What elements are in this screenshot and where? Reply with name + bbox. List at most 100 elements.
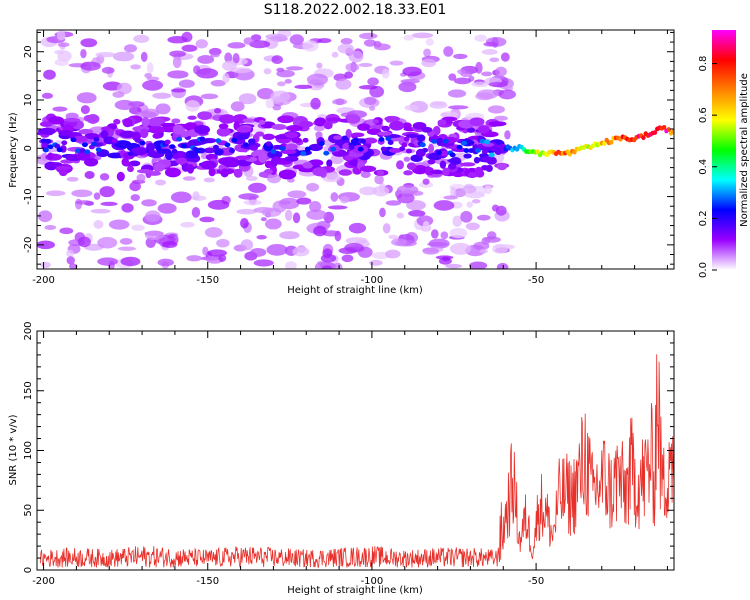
colorbar-tick-label: 0.4 — [698, 159, 709, 175]
noise-blob — [253, 259, 274, 267]
noise-blob — [248, 182, 267, 193]
ridge-point — [330, 146, 337, 152]
band-blob — [312, 167, 328, 177]
noise-blob — [488, 81, 508, 88]
noise-blob — [471, 81, 489, 87]
noise-blob — [382, 223, 391, 234]
noise-blob — [133, 34, 150, 43]
spectrogram-heatmap — [37, 30, 674, 269]
noise-blob — [136, 173, 146, 182]
ridge-point — [403, 136, 410, 142]
x-tick-label: -50 — [528, 576, 544, 587]
noise-blob — [181, 44, 198, 52]
noise-blob — [240, 239, 254, 251]
noise-blob — [344, 243, 364, 253]
noise-blob — [492, 243, 508, 254]
ridge-point — [84, 149, 91, 155]
ridge-point — [481, 149, 488, 155]
noise-blob — [130, 64, 141, 70]
noise-blob — [66, 176, 79, 182]
noise-blob — [330, 192, 339, 202]
noise-blob — [195, 39, 208, 49]
noise-blob — [59, 227, 74, 235]
noise-blob — [443, 195, 458, 200]
ridge-point — [47, 144, 54, 150]
ridge-point — [224, 142, 231, 148]
ridge-point — [127, 151, 134, 156]
noise-blob — [142, 79, 164, 91]
ridge-point — [431, 138, 438, 144]
band-blob — [326, 159, 333, 168]
noise-blob — [496, 262, 509, 269]
ridge-point — [102, 150, 109, 156]
band-blob — [58, 168, 68, 177]
noise-blob — [238, 93, 257, 105]
noise-blob — [340, 38, 353, 45]
noise-blob — [249, 248, 267, 257]
ridge-point — [401, 142, 408, 148]
noise-blob — [449, 227, 468, 239]
noise-blob — [460, 210, 473, 223]
band-blob — [285, 125, 304, 132]
noise-blob — [452, 215, 463, 227]
band-blob — [234, 155, 251, 161]
band-blob — [437, 119, 447, 126]
noise-blob — [313, 225, 327, 237]
noise-blob — [481, 237, 491, 245]
band-blob — [363, 137, 378, 144]
noise-blob — [265, 33, 287, 40]
noise-blob — [398, 81, 417, 93]
band-blob — [172, 124, 184, 135]
ridge-point — [461, 140, 468, 146]
noise-blob — [465, 222, 480, 231]
ridge-point — [300, 151, 307, 156]
noise-blob — [403, 34, 415, 41]
noise-blob — [191, 206, 201, 218]
band-blob — [338, 169, 352, 176]
noise-blob — [99, 173, 110, 181]
noise-blob — [360, 170, 371, 178]
x-tick-label: -150 — [196, 275, 219, 286]
band-blob — [421, 126, 433, 133]
colorbar-label: Normalized spectral amplitude — [739, 73, 750, 227]
noise-blob — [332, 262, 343, 269]
band-blob — [416, 134, 426, 142]
noise-blob — [421, 58, 437, 68]
noise-blob — [185, 100, 200, 112]
band-blob — [271, 124, 287, 130]
noise-blob — [406, 200, 426, 211]
noise-blob — [433, 200, 455, 211]
band-blob — [164, 167, 181, 178]
noise-blob — [192, 191, 200, 201]
y-tick-label: 50 — [23, 504, 34, 517]
noise-blob — [341, 254, 354, 263]
ridge-point — [602, 141, 607, 146]
band-blob — [428, 143, 435, 154]
band-blob — [496, 162, 508, 171]
ridge-point — [265, 141, 272, 147]
colorbar-tick-label: 0.0 — [698, 262, 709, 278]
ridge-point — [463, 148, 470, 153]
noise-blob — [474, 34, 487, 42]
band-blob — [494, 147, 502, 156]
ridge-point — [360, 138, 367, 144]
noise-blob — [204, 227, 223, 238]
noise-blob — [428, 238, 450, 249]
noise-blob — [310, 97, 321, 110]
ridge-point — [666, 127, 671, 132]
ridge-point — [341, 135, 348, 141]
ridge-point — [302, 137, 309, 143]
noise-blob — [77, 236, 91, 248]
noise-blob — [404, 104, 419, 111]
noise-blob — [121, 203, 134, 213]
band-blob — [412, 121, 427, 130]
ridge-point — [164, 139, 171, 145]
noise-blob — [363, 39, 377, 47]
noise-blob — [277, 81, 286, 87]
band-blob — [432, 125, 441, 136]
noise-blob — [374, 174, 384, 185]
noise-blob — [203, 177, 215, 183]
noise-blob — [348, 50, 364, 63]
noise-blob — [54, 58, 69, 66]
band-blob — [350, 132, 365, 138]
